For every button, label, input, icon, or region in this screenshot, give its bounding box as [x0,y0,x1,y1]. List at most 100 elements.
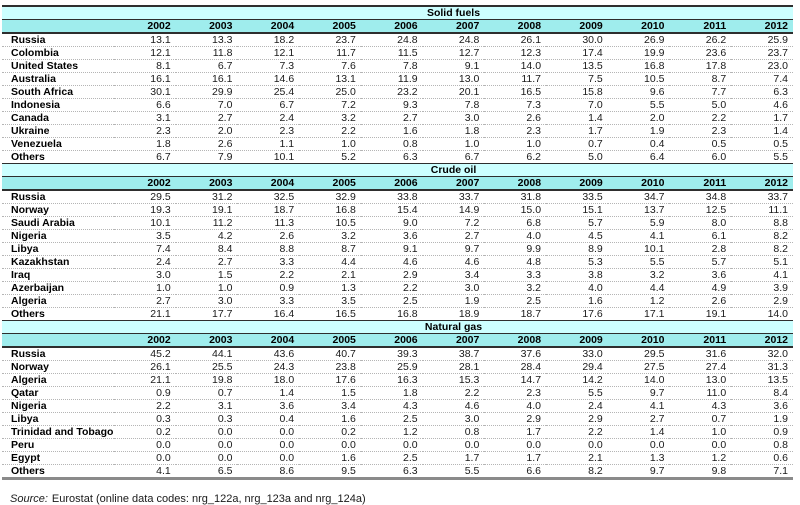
table-row: Nigeria 2.2 3.1 3.6 3.4 4.3 4.6 4.0 2.4 4.1 4.3 3.6 [2,399,793,413]
value-cell: 32.0 [731,347,793,361]
value-cell: 6.6 [114,98,176,112]
year-header-cell: 2006 [360,19,423,34]
value-cell: 26.9 [607,33,670,47]
value-cell: 27.5 [607,360,670,374]
value-cell: 13.5 [731,373,793,387]
value-cell: 2.6 [237,229,300,243]
value-cell: 7.9 [175,150,238,164]
value-cell: 2.3 [484,124,547,138]
value-cell: 0.4 [607,137,670,151]
value-cell: 12.7 [422,46,485,60]
value-cell: 8.0 [669,216,732,230]
value-cell: 25.4 [237,85,300,99]
value-cell: 16.8 [607,59,670,73]
country-label: Others [2,150,114,164]
value-cell: 3.1 [114,111,176,125]
value-cell: 3.3 [484,268,547,282]
value-cell: 11.1 [731,203,793,217]
value-cell: 1.4 [607,425,670,439]
value-cell: 9.1 [360,242,423,256]
value-cell: 7.2 [299,98,361,112]
value-cell: 1.7 [484,451,547,465]
value-cell: 0.0 [607,438,670,452]
value-cell: 2.8 [669,242,732,256]
value-cell: 0.0 [299,438,361,452]
value-cell: 6.1 [669,229,732,243]
value-cell: 4.6 [422,399,485,413]
year-header-cell: 2012 [731,176,793,191]
country-label: Others [2,464,114,480]
year-header-cell: 2008 [484,19,547,34]
value-cell: 4.0 [484,229,547,243]
table-row: Norway 26.1 25.5 24.3 23.8 25.9 28.1 28.4 29.4 27… [2,360,793,374]
value-cell: 11.7 [299,46,361,60]
value-cell: 9.5 [299,464,361,480]
value-cell: 6.2 [484,150,547,164]
value-cell: 5.5 [607,255,670,269]
value-cell: 2.2 [546,425,608,439]
country-label: Algeria [2,373,114,387]
value-cell: 1.0 [484,137,547,151]
value-cell: 3.2 [484,281,547,295]
value-cell: 4.9 [669,281,732,295]
value-cell: 0.0 [422,438,485,452]
value-cell: 4.1 [114,464,176,480]
value-cell: 1.0 [299,137,361,151]
year-header-spacer [2,19,114,34]
value-cell: 31.6 [669,347,732,361]
value-cell: 7.3 [484,98,547,112]
country-label: Venezuela [2,137,114,151]
value-cell: 2.7 [607,412,670,426]
table-row: Russia 13.1 13.3 18.2 23.7 24.8 24.8 26.1 30.0 26… [2,33,793,47]
value-cell: 5.9 [607,216,670,230]
year-header-cell: 2010 [607,333,670,348]
value-cell: 30.0 [546,33,608,47]
country-label: Qatar [2,386,114,400]
value-cell: 13.0 [422,72,485,86]
value-cell: 6.7 [237,98,300,112]
value-cell: 18.0 [237,373,300,387]
value-cell: 2.2 [360,281,423,295]
value-cell: 7.0 [175,98,238,112]
country-label: Libya [2,242,114,256]
value-cell: 6.4 [607,150,670,164]
value-cell: 17.1 [607,307,670,321]
value-cell: 6.6 [484,464,547,480]
value-cell: 8.7 [669,72,732,86]
value-cell: 2.6 [669,294,732,308]
source-note: Source: Eurostat (online data codes: nrg_… [10,493,797,505]
value-cell: 7.1 [731,464,793,480]
value-cell: 2.3 [114,124,176,138]
value-cell: 4.4 [299,255,361,269]
value-cell: 37.6 [484,347,547,361]
value-cell: 8.8 [237,242,300,256]
value-cell: 2.5 [484,294,547,308]
value-cell: 17.8 [669,59,732,73]
value-cell: 7.5 [546,72,608,86]
value-cell: 10.1 [237,150,300,164]
value-cell: 1.3 [299,281,361,295]
value-cell: 1.4 [731,124,793,138]
value-cell: 6.5 [175,464,238,480]
value-cell: 16.5 [299,307,361,321]
country-label: Indonesia [2,98,114,112]
value-cell: 6.7 [114,150,176,164]
country-label: Others [2,307,114,321]
value-cell: 1.7 [484,425,547,439]
value-cell: 1.5 [175,268,238,282]
year-header-cell: 2011 [669,333,732,348]
value-cell: 32.5 [237,190,300,204]
value-cell: 0.0 [175,451,238,465]
value-cell: 2.4 [546,399,608,413]
value-cell: 3.3 [237,255,300,269]
value-cell: 2.9 [484,412,547,426]
value-cell: 12.5 [669,203,732,217]
value-cell: 1.6 [360,124,423,138]
energy-import-table: Solid fuels 2002 2003 2004 2005 2006 2007 2008 2… [2,5,793,480]
value-cell: 8.9 [546,242,608,256]
value-cell: 6.3 [731,85,793,99]
value-cell: 1.0 [175,281,238,295]
value-cell: 3.3 [237,294,300,308]
value-cell: 25.0 [299,85,361,99]
value-cell: 13.0 [669,373,732,387]
